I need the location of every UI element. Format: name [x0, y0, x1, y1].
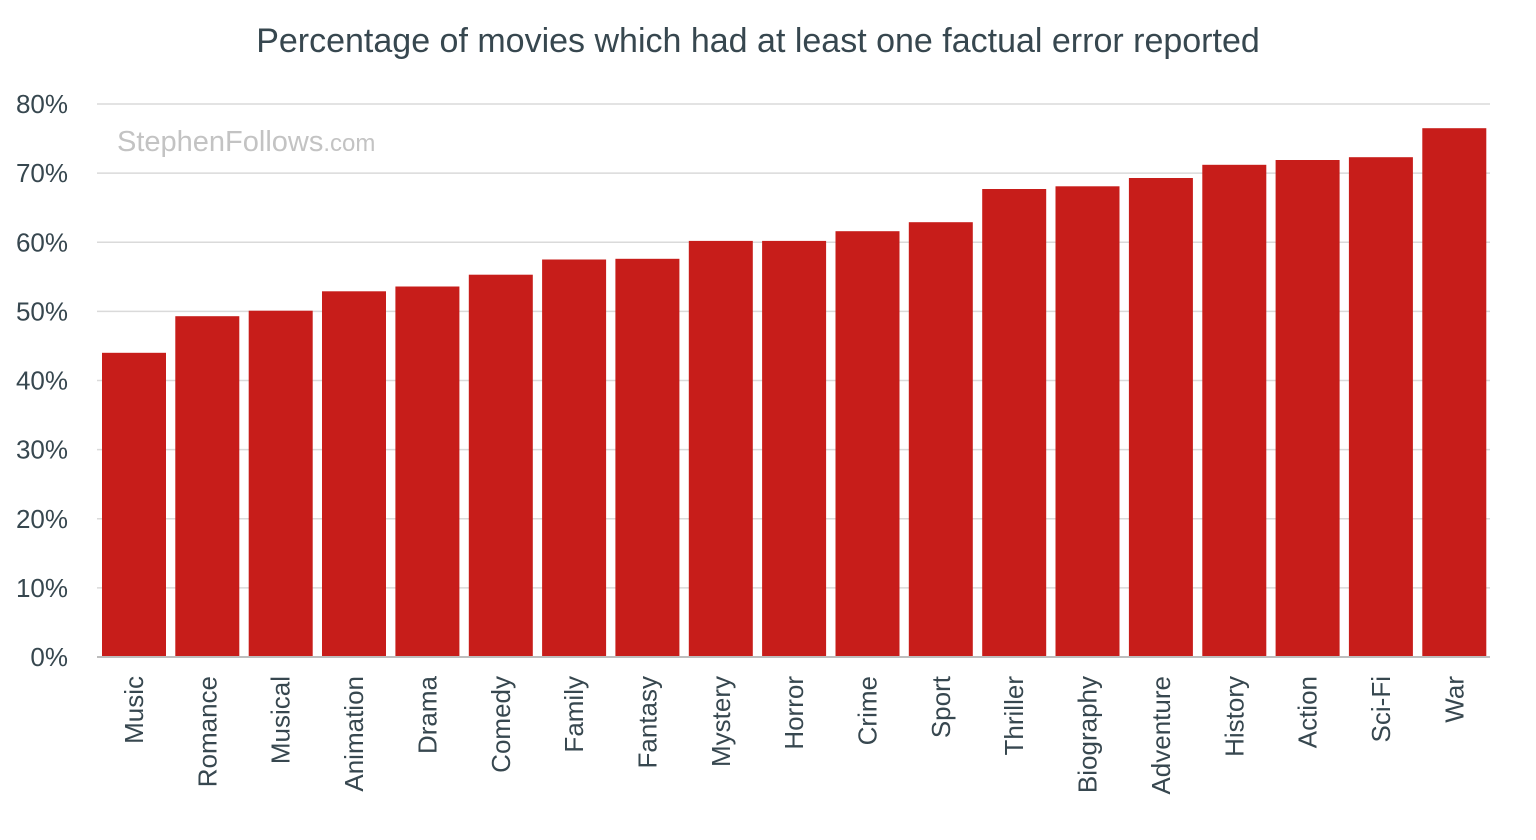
bar-romance — [175, 316, 240, 657]
x-tick-label: Family — [559, 676, 589, 753]
watermark-main: StephenFollows — [117, 126, 323, 158]
x-tick-label: Horror — [779, 676, 809, 750]
x-tick-label: Action — [1293, 676, 1323, 748]
y-tick-label: 80% — [16, 89, 68, 119]
x-tick-label: Crime — [853, 676, 883, 745]
y-tick-label: 40% — [16, 366, 68, 396]
bar-adventure — [1128, 178, 1193, 657]
x-tick-label: Adventure — [1146, 676, 1176, 795]
y-tick-label: 30% — [16, 435, 68, 465]
x-tick-label: History — [1219, 676, 1249, 757]
y-tick-label: 10% — [16, 573, 68, 603]
x-tick-label: Sport — [926, 675, 956, 738]
x-tick-label: Romance — [192, 676, 222, 787]
bar-biography — [1055, 186, 1120, 658]
y-tick-label: 50% — [16, 296, 68, 326]
x-tick-label: Animation — [339, 676, 369, 792]
y-axis-ticks: 0% 10% 20% 30% 40% 50% 60% 70% 80% — [16, 89, 68, 672]
x-tick-label: Biography — [1073, 676, 1103, 793]
bar-horror — [762, 240, 827, 657]
x-tick-label: Thriller — [999, 676, 1029, 756]
bar-comedy — [468, 274, 533, 657]
y-tick-label: 0% — [30, 642, 68, 672]
bar-mystery — [688, 240, 753, 657]
bar-fantasy — [615, 258, 680, 657]
x-tick-label: Mystery — [706, 676, 736, 767]
y-tick-label: 20% — [16, 504, 68, 534]
x-tick-label: Drama — [412, 675, 442, 754]
bar-musical — [248, 310, 313, 657]
bar-drama — [395, 286, 460, 657]
bar-music — [102, 352, 166, 657]
bar-thriller — [982, 189, 1047, 657]
bar-action — [1275, 160, 1340, 657]
y-tick-label: 70% — [16, 158, 68, 188]
x-tick-label: Musical — [266, 676, 296, 764]
x-tick-label: Sci-Fi — [1366, 676, 1396, 742]
bars — [102, 128, 1487, 658]
bar-war — [1422, 128, 1487, 657]
watermark-suffix: .com — [323, 130, 375, 157]
bar-sci-fi — [1348, 157, 1413, 657]
bar-history — [1202, 164, 1267, 658]
chart-title: Percentage of movies which had at least … — [256, 22, 1260, 60]
x-tick-label: Music — [119, 676, 149, 744]
bar-animation — [322, 291, 386, 657]
bar-family — [542, 259, 607, 657]
bar-sport — [908, 222, 973, 657]
watermark: StephenFollows.com — [117, 126, 375, 158]
x-axis-ticks: Music Romance Musical Animation Drama Comedy F… — [119, 675, 1469, 794]
x-tick-label: Comedy — [486, 676, 516, 773]
y-tick-label: 60% — [16, 227, 68, 257]
x-tick-label: War — [1439, 676, 1469, 723]
bar-crime — [835, 231, 900, 657]
x-tick-label: Fantasy — [632, 676, 662, 769]
